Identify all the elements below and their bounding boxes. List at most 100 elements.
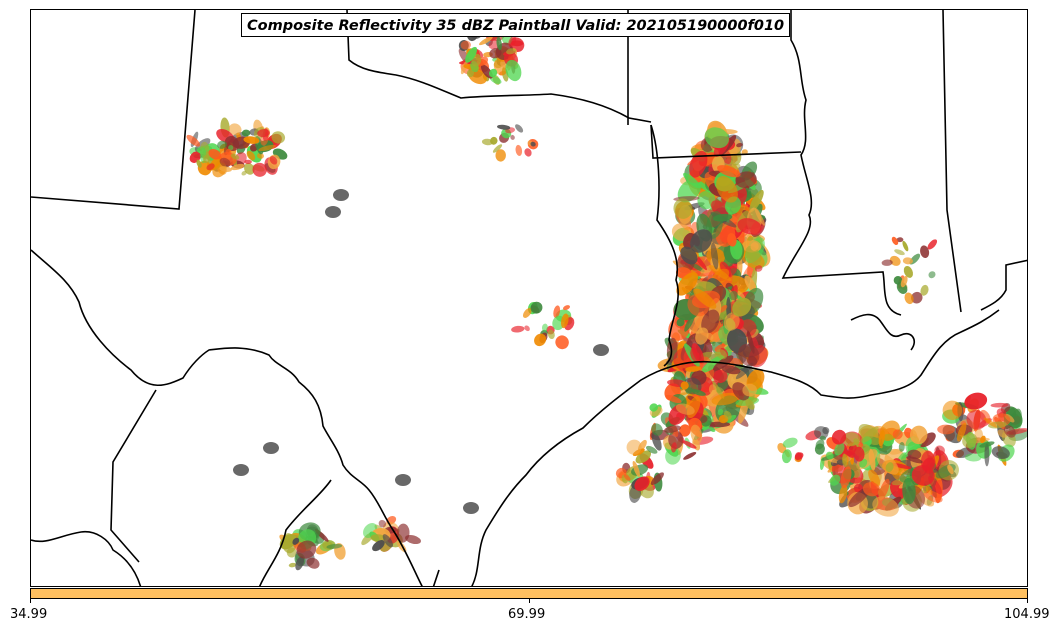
paintball-blob xyxy=(747,355,758,367)
paintball-blob xyxy=(831,429,847,445)
paintball-blob xyxy=(505,59,522,82)
paintball-blob xyxy=(947,464,954,475)
paintball-blob xyxy=(233,464,249,476)
paintball-blob xyxy=(825,451,834,460)
paintball-blob xyxy=(872,496,899,517)
paintball-blob xyxy=(697,190,716,210)
paintball-blob xyxy=(814,426,829,440)
paintball-blob xyxy=(665,446,681,465)
paintball-blob xyxy=(508,36,517,47)
paintball-blob xyxy=(650,472,664,486)
reflectivity-map xyxy=(31,10,1027,586)
paintball-blob xyxy=(252,162,267,177)
paintball-blob xyxy=(842,453,847,468)
paintball-blob xyxy=(623,474,631,482)
paintball-blob xyxy=(296,540,317,559)
paintball-blob xyxy=(920,451,936,474)
paintball-blob xyxy=(665,394,682,404)
state-border-nm-tx-north xyxy=(31,10,196,210)
paintball-blob xyxy=(228,123,242,136)
colorbar-tick-label-middle: 69.99 xyxy=(508,607,546,622)
paintball-blob xyxy=(838,484,848,504)
gulf-coastline xyxy=(471,309,1000,586)
paintball-blob xyxy=(241,129,251,137)
paintball-blob xyxy=(489,75,502,85)
paintball-blob xyxy=(693,288,717,309)
paintball-blob xyxy=(979,441,995,448)
paintball-blob xyxy=(903,265,913,278)
paintball-blob xyxy=(966,409,987,430)
paintball-blob xyxy=(716,175,738,203)
paintball-blob xyxy=(745,399,755,410)
mexico-state-border-a xyxy=(110,389,157,563)
paintball-blob xyxy=(691,343,704,364)
paintball-blob xyxy=(515,124,524,133)
mexico-state-border-b xyxy=(31,530,142,586)
paintball-blob xyxy=(292,537,300,545)
paintball-blob xyxy=(840,466,852,489)
paintball-blob xyxy=(896,237,904,243)
paintball-blob xyxy=(664,425,681,433)
state-border-tx-ok xyxy=(346,10,652,123)
paintball-blob xyxy=(626,439,642,455)
paintball-blob xyxy=(881,259,893,266)
paintball-blob xyxy=(902,257,913,265)
paintball-blob xyxy=(900,275,908,288)
state-border-ms xyxy=(781,10,902,316)
paintball-blob xyxy=(645,445,658,454)
paintball-blob xyxy=(244,159,252,164)
paintball-blob xyxy=(668,430,684,449)
paintball-blob xyxy=(919,432,936,448)
paintball-blob xyxy=(964,392,988,410)
paintball-blob xyxy=(553,305,561,318)
paintball-blob xyxy=(263,442,279,454)
colorbar xyxy=(30,588,1028,599)
paintball-blob xyxy=(991,446,1010,460)
paintball-blob xyxy=(460,40,471,50)
paintball-blob xyxy=(934,445,945,456)
paintball-blob xyxy=(228,145,234,151)
paintball-blob xyxy=(395,474,411,486)
map-title: Composite Reflectivity 35 dBZ Paintball … xyxy=(241,13,791,37)
paintball-blob xyxy=(243,136,260,144)
paintball-blob xyxy=(382,534,394,548)
paintball-blob xyxy=(689,150,708,178)
paintball-blob xyxy=(257,129,270,138)
map-panel xyxy=(30,9,1028,587)
paintball-blob xyxy=(723,410,732,420)
paintball-blob xyxy=(679,424,691,437)
paintball-blob xyxy=(717,165,741,178)
paintball-blob xyxy=(208,148,221,160)
paintball-blob xyxy=(717,408,724,416)
paintball-blob xyxy=(909,425,928,445)
paintball-blob xyxy=(465,46,478,63)
paintball-blob xyxy=(463,502,479,514)
paintball-blob xyxy=(685,387,693,394)
paintball-blob xyxy=(984,443,990,467)
paintball-blob xyxy=(206,163,215,171)
paintball-blob xyxy=(819,435,827,441)
paintball-blob xyxy=(676,272,699,296)
paintball-blob xyxy=(496,36,502,51)
paintball-blob xyxy=(701,355,724,373)
colorbar-tick-label-left: 34.99 xyxy=(10,607,48,622)
paintball-blob xyxy=(333,189,349,201)
paintball-blob xyxy=(747,236,753,242)
paintball-blob xyxy=(682,440,697,449)
paintball-blob xyxy=(902,240,909,252)
paintball-blob xyxy=(481,138,494,146)
paintball-blob xyxy=(891,236,899,246)
paintball-blob xyxy=(497,124,511,130)
paintball-blob xyxy=(534,333,547,347)
paintball-blob xyxy=(834,442,845,456)
paintball-blob xyxy=(862,482,881,497)
paintball-blob xyxy=(675,403,695,415)
paintball-blob xyxy=(563,305,570,311)
paintball-blob xyxy=(560,313,569,329)
paintball-blob xyxy=(927,239,938,250)
state-border-al-fl xyxy=(980,259,1027,311)
paintball-blob xyxy=(709,427,716,433)
paintball-blob xyxy=(728,291,739,301)
paintball-blob xyxy=(673,198,693,219)
paintball-blob xyxy=(511,325,525,333)
